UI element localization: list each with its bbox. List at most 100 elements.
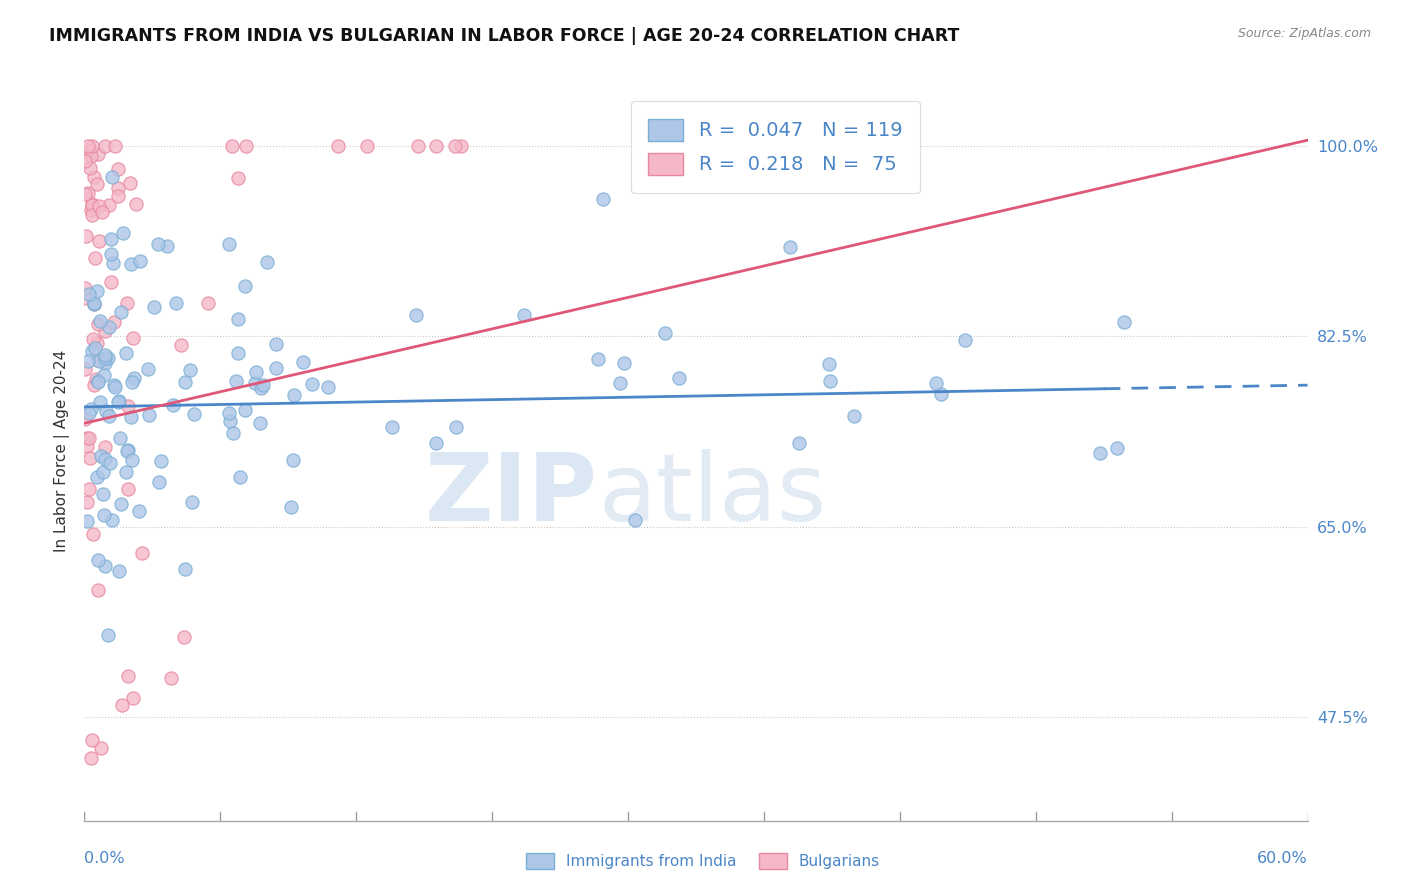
Bulgarians [75,291,97,305]
Bulgarians [197,296,219,310]
Immigrants from India [218,236,240,251]
Bulgarians [115,295,138,310]
Immigrants from India [129,254,152,268]
Immigrants from India [283,453,305,467]
Immigrants from India [94,452,117,467]
Immigrants from India [924,376,946,390]
Bulgarians [75,412,97,426]
Immigrants from India [264,337,287,351]
Immigrants from India [953,333,976,347]
Bulgarians [125,197,148,211]
Bulgarians [94,324,117,338]
Bulgarians [117,483,139,497]
Immigrants from India [93,508,115,522]
Immigrants from India [624,513,647,527]
Immigrants from India [1114,315,1136,329]
Immigrants from India [89,314,111,328]
Immigrants from India [101,513,124,527]
Immigrants from India [174,561,197,575]
Immigrants from India [83,296,105,310]
Bulgarians [173,630,195,644]
Immigrants from India [235,279,257,293]
Immigrants from India [103,256,125,270]
Immigrants from India [87,353,110,368]
Bulgarians [84,371,107,385]
Bulgarians [91,205,114,219]
Immigrants from India [110,431,132,445]
Immigrants from India [245,365,267,379]
Text: Source: ZipAtlas.com: Source: ZipAtlas.com [1237,27,1371,40]
Immigrants from India [405,308,427,322]
Immigrants from India [91,487,114,501]
Bulgarians [328,138,350,153]
Text: IMMIGRANTS FROM INDIA VS BULGARIAN IN LABOR FORCE | AGE 20-24 CORRELATION CHART: IMMIGRANTS FROM INDIA VS BULGARIAN IN LA… [49,27,959,45]
Immigrants from India [121,453,143,467]
Bulgarians [100,275,122,289]
Bulgarians [76,495,98,509]
Immigrants from India [83,297,105,311]
Immigrants from India [249,416,271,430]
Immigrants from India [108,393,131,408]
Bulgarians [82,527,104,541]
Immigrants from India [112,227,135,241]
Immigrants from India [779,240,801,254]
Bulgarians [76,431,98,445]
Immigrants from India [80,344,103,359]
Immigrants from India [173,375,195,389]
Bulgarians [83,377,105,392]
Bulgarians [226,170,249,185]
Immigrants from India [155,239,177,253]
Bulgarians [87,147,110,161]
Text: atlas: atlas [598,449,827,541]
Immigrants from India [586,351,609,366]
Bulgarians [86,177,108,191]
Text: 60.0%: 60.0% [1257,851,1308,866]
Immigrants from India [249,381,271,395]
Immigrants from India [87,553,110,567]
Legend: Immigrants from India, Bulgarians: Immigrants from India, Bulgarians [520,847,886,875]
Immigrants from India [80,401,103,416]
Bulgarians [450,138,472,153]
Immigrants from India [89,395,111,409]
Immigrants from India [94,348,117,362]
Immigrants from India [93,356,115,370]
Bulgarians [76,439,98,453]
Immigrants from India [444,420,467,434]
Immigrants from India [243,376,266,390]
Bulgarians [84,251,107,265]
Immigrants from India [654,326,676,340]
Immigrants from India [149,454,172,468]
Bulgarians [77,431,100,445]
Immigrants from India [77,406,100,420]
Immigrants from India [110,305,132,319]
Immigrants from India [115,444,138,458]
Immigrants from India [103,377,125,392]
Immigrants from India [86,284,108,298]
Bulgarians [425,138,447,153]
Bulgarians [87,317,110,331]
Y-axis label: In Labor Force | Age 20-24: In Labor Force | Age 20-24 [55,350,70,551]
Bulgarians [87,353,110,368]
Bulgarians [131,545,153,559]
Immigrants from India [98,456,121,470]
Immigrants from India [1105,441,1128,455]
Bulgarians [111,698,134,713]
Bulgarians [120,176,142,190]
Immigrants from India [183,407,205,421]
Immigrants from India [162,398,184,412]
Immigrants from India [148,475,170,490]
Bulgarians [83,297,105,311]
Bulgarians [86,583,108,598]
Immigrants from India [668,371,690,385]
Bulgarians [77,482,100,496]
Immigrants from India [381,420,404,434]
Immigrants from India [817,357,839,371]
Bulgarians [107,161,129,176]
Immigrants from India [115,346,138,360]
Bulgarians [408,138,430,153]
Immigrants from India [787,436,810,450]
Bulgarians [103,315,125,329]
Bulgarians [90,741,112,756]
Bulgarians [170,338,193,352]
Immigrants from India [100,247,122,261]
